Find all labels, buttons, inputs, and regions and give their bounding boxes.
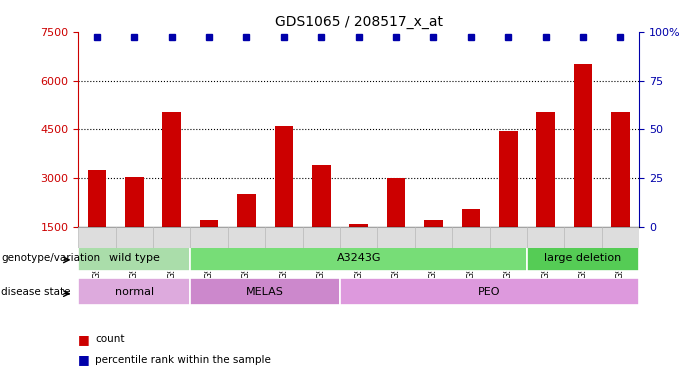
Bar [377, 227, 415, 248]
Bar [88, 170, 106, 276]
Bar [303, 227, 340, 248]
Text: count: count [95, 334, 124, 344]
Bar [574, 64, 592, 276]
Bar [125, 177, 143, 276]
Text: normal: normal [115, 286, 154, 297]
Title: GDS1065 / 208517_x_at: GDS1065 / 208517_x_at [275, 15, 443, 30]
Text: A3243G: A3243G [337, 253, 381, 263]
Text: ■: ■ [78, 333, 90, 346]
Bar [228, 227, 265, 248]
Text: MELAS: MELAS [246, 286, 284, 297]
Bar [190, 244, 527, 272]
Bar [163, 111, 181, 276]
Bar [237, 194, 256, 276]
Bar [387, 178, 405, 276]
Bar [340, 227, 377, 248]
Bar [611, 111, 630, 276]
Bar [190, 278, 340, 305]
Bar [537, 111, 555, 276]
Bar [527, 227, 564, 248]
Bar [564, 227, 602, 248]
Bar [415, 227, 452, 248]
Text: percentile rank within the sample: percentile rank within the sample [95, 355, 271, 365]
Bar [275, 126, 293, 276]
Bar [462, 209, 480, 276]
Bar [340, 278, 639, 305]
Text: genotype/variation: genotype/variation [1, 253, 101, 263]
Bar [424, 220, 443, 276]
Text: wild type: wild type [109, 253, 160, 263]
Bar [265, 227, 303, 248]
Bar [78, 227, 116, 248]
Bar [350, 224, 368, 276]
Bar [153, 227, 190, 248]
Bar [490, 227, 527, 248]
Text: large deletion: large deletion [545, 253, 622, 263]
Bar [312, 165, 330, 276]
Bar [190, 227, 228, 248]
Bar [78, 278, 190, 305]
Bar [452, 227, 490, 248]
Text: ■: ■ [78, 354, 90, 366]
Bar [527, 244, 639, 272]
Bar [602, 227, 639, 248]
Bar [78, 244, 190, 272]
Text: disease state: disease state [1, 287, 71, 297]
Bar [116, 227, 153, 248]
Bar [499, 131, 517, 276]
Bar [200, 220, 218, 276]
Text: PEO: PEO [478, 286, 501, 297]
